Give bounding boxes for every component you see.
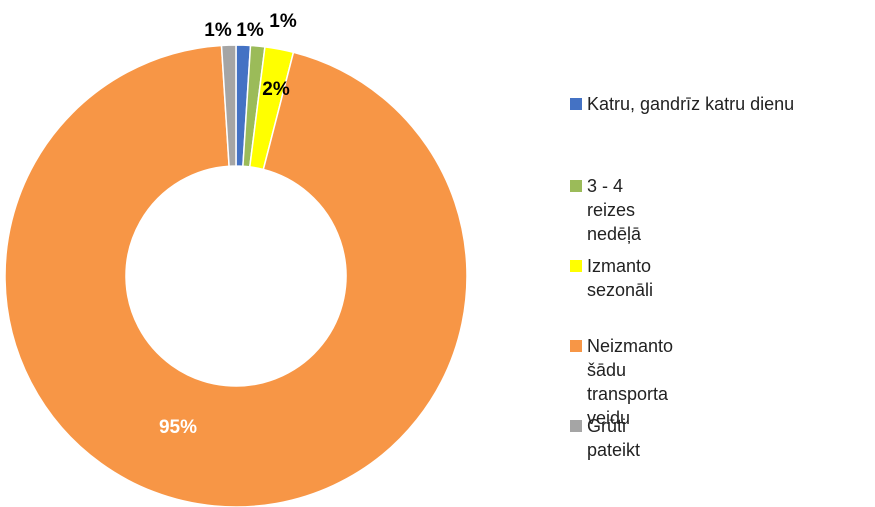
legend-label: 3 - 4 reizes nedēļā — [587, 176, 642, 244]
legend-label: Katru, gandrīz katru dienu — [587, 94, 795, 114]
data-label: 2% — [262, 79, 290, 100]
legend-swatch — [570, 260, 582, 272]
legend-swatch — [570, 340, 582, 352]
legend-item: 3 - 4 reizes nedēļā — [570, 174, 641, 246]
legend-label: Neizmanto šādu transporta veidu — [587, 336, 674, 428]
data-label: 1% — [236, 20, 264, 41]
legend-swatch — [570, 98, 582, 110]
chart: 1% 1%2%95%1% — [4, 11, 468, 507]
legend-label: Grūti pateikt — [587, 416, 641, 460]
legend-swatch — [570, 420, 582, 432]
donut-slice — [220, 44, 237, 168]
legend-item: Izmanto sezonāli — [570, 254, 653, 302]
legend-item: Katru, gandrīz katru dienu — [570, 92, 794, 116]
legend-item: Grūti pateikt — [570, 414, 640, 462]
legend-item: Neizmanto šādu transporta veidu — [570, 334, 673, 430]
donut-slice — [4, 44, 468, 507]
data-label: 1% — [204, 20, 232, 41]
legend-label: Izmanto sezonāli — [587, 256, 654, 300]
data-label: 95% — [159, 417, 197, 438]
data-label: 1% — [269, 11, 297, 32]
legend-swatch — [570, 180, 582, 192]
